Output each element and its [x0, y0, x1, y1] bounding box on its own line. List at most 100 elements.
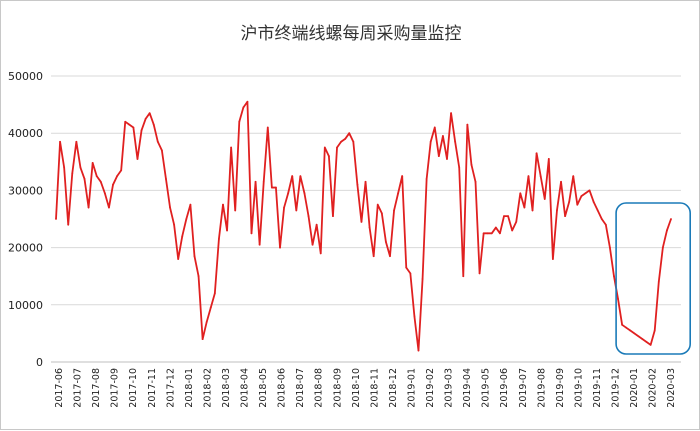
x-axis-ticks: 2017-06 2017-07 2017-08 2017-09 2017-10 2017-…	[54, 368, 677, 408]
data-point	[327, 155, 330, 157]
data-point	[609, 246, 611, 249]
x-tick-label: 2018-03	[221, 368, 232, 408]
data-point	[466, 123, 469, 126]
y-tick-label: 0	[36, 356, 43, 369]
data-point	[523, 206, 526, 209]
data-point	[295, 209, 298, 212]
data-point	[645, 341, 648, 343]
data-point	[421, 278, 424, 280]
data-point	[572, 175, 575, 178]
data-point	[621, 323, 624, 326]
data-point	[99, 180, 102, 183]
data-point	[417, 349, 420, 352]
x-tick-label: 2020-03	[666, 368, 677, 408]
data-point	[409, 272, 412, 275]
data-point	[71, 172, 74, 175]
data-point	[87, 206, 90, 209]
data-point	[283, 206, 285, 209]
data-point	[494, 226, 497, 229]
data-point	[470, 163, 473, 166]
data-point	[116, 175, 118, 178]
data-point	[152, 123, 155, 126]
data-point	[385, 240, 387, 243]
data-point	[307, 215, 310, 218]
data-point	[112, 183, 114, 186]
data-point	[364, 180, 367, 183]
data-point	[641, 338, 644, 341]
data-point	[352, 140, 355, 143]
x-tick-label: 2019-09	[555, 368, 566, 408]
data-point	[633, 332, 636, 335]
data-point	[275, 186, 277, 189]
x-tick-label: 2019-05	[481, 368, 492, 408]
x-tick-label: 2018-04	[240, 368, 251, 408]
data-point	[299, 175, 302, 178]
x-tick-label: 2019-04	[462, 368, 473, 408]
data-point	[372, 255, 375, 258]
data-point	[425, 178, 428, 180]
x-tick-label: 2019-10	[573, 368, 584, 408]
data-point	[201, 338, 204, 341]
data-point	[401, 175, 404, 178]
data-point	[185, 218, 188, 220]
data-point	[576, 203, 579, 206]
data-point	[556, 209, 558, 212]
x-tick-label: 2019-11	[592, 368, 603, 408]
data-point	[270, 186, 273, 189]
data-point	[348, 132, 351, 135]
data-point	[213, 292, 216, 295]
data-point	[625, 326, 628, 329]
data-point	[132, 126, 135, 129]
data-point	[442, 135, 444, 137]
data-point	[661, 246, 664, 249]
data-point	[165, 178, 167, 180]
data-point	[91, 162, 94, 164]
x-tick-label: 2019-07	[518, 368, 529, 408]
data-point	[515, 220, 518, 223]
data-point	[336, 146, 338, 149]
data-point	[311, 243, 314, 246]
data-point	[315, 223, 318, 226]
data-point	[543, 198, 546, 200]
data-point	[429, 140, 432, 143]
data-point	[120, 169, 123, 172]
data-point	[368, 226, 371, 229]
data-point	[234, 209, 237, 212]
x-tick-label: 2020-01	[629, 368, 640, 408]
data-point	[181, 235, 184, 238]
chart-title: 沪市终端线螺每周采购量监控	[241, 24, 462, 44]
data-point	[246, 100, 249, 103]
data-point	[454, 140, 457, 143]
data-point	[218, 238, 220, 240]
data-point	[397, 192, 400, 195]
data-point	[173, 223, 176, 226]
x-tick-label: 2018-05	[258, 368, 269, 408]
data-point	[108, 206, 110, 209]
data-point	[433, 126, 436, 129]
y-axis-ticks: 0 10000 20000 30000 40000 50000	[8, 70, 43, 369]
data-point	[160, 149, 163, 152]
data-point	[169, 206, 171, 209]
y-tick-label: 10000	[8, 299, 43, 312]
x-tick-label: 2017-06	[54, 368, 65, 408]
x-tick-label: 2020-02	[648, 368, 659, 408]
data-point	[323, 146, 326, 149]
x-tick-label: 2018-02	[202, 368, 213, 408]
data-point	[140, 129, 143, 132]
y-tick-label: 50000	[8, 70, 43, 83]
y-tick-label: 30000	[8, 184, 43, 197]
data-point	[511, 229, 514, 232]
data-point	[482, 232, 485, 235]
data-point	[527, 175, 530, 178]
data-point	[332, 215, 334, 218]
data-point	[564, 215, 567, 218]
series-line	[55, 100, 672, 352]
data-point	[197, 275, 200, 278]
data-point	[250, 232, 253, 235]
x-tick-label: 2019-03	[444, 368, 455, 408]
data-points	[55, 100, 672, 352]
data-point	[604, 223, 607, 226]
data-point	[291, 175, 294, 178]
